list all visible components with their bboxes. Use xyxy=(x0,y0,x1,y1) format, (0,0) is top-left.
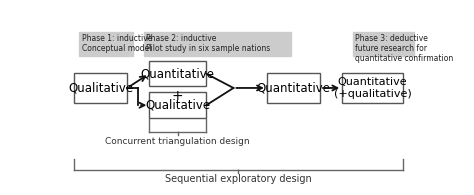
FancyBboxPatch shape xyxy=(74,73,127,103)
FancyBboxPatch shape xyxy=(342,73,403,103)
Text: +: + xyxy=(172,89,183,103)
FancyBboxPatch shape xyxy=(149,61,206,86)
Text: Concurrent triangulation design: Concurrent triangulation design xyxy=(105,137,250,146)
Text: Qualitative: Qualitative xyxy=(145,99,210,112)
Text: Quantitative: Quantitative xyxy=(256,82,330,94)
Text: Quantitative: Quantitative xyxy=(141,67,215,80)
Text: Quantitative
(+qualitative): Quantitative (+qualitative) xyxy=(334,77,411,99)
Text: Phase 2: inductive
Pilot study in six sample nations: Phase 2: inductive Pilot study in six sa… xyxy=(146,34,270,53)
FancyBboxPatch shape xyxy=(353,32,414,56)
Text: Phase 3: deductive
future research for
quantitative confirmation: Phase 3: deductive future research for q… xyxy=(356,34,454,63)
FancyBboxPatch shape xyxy=(144,32,291,56)
FancyBboxPatch shape xyxy=(267,73,320,103)
Text: Phase 1: inductive
Conceptual model: Phase 1: inductive Conceptual model xyxy=(82,34,152,53)
Text: Qualitative: Qualitative xyxy=(68,82,133,94)
FancyBboxPatch shape xyxy=(149,92,206,118)
FancyBboxPatch shape xyxy=(80,32,133,56)
Text: Sequential exploratory design: Sequential exploratory design xyxy=(165,174,312,183)
